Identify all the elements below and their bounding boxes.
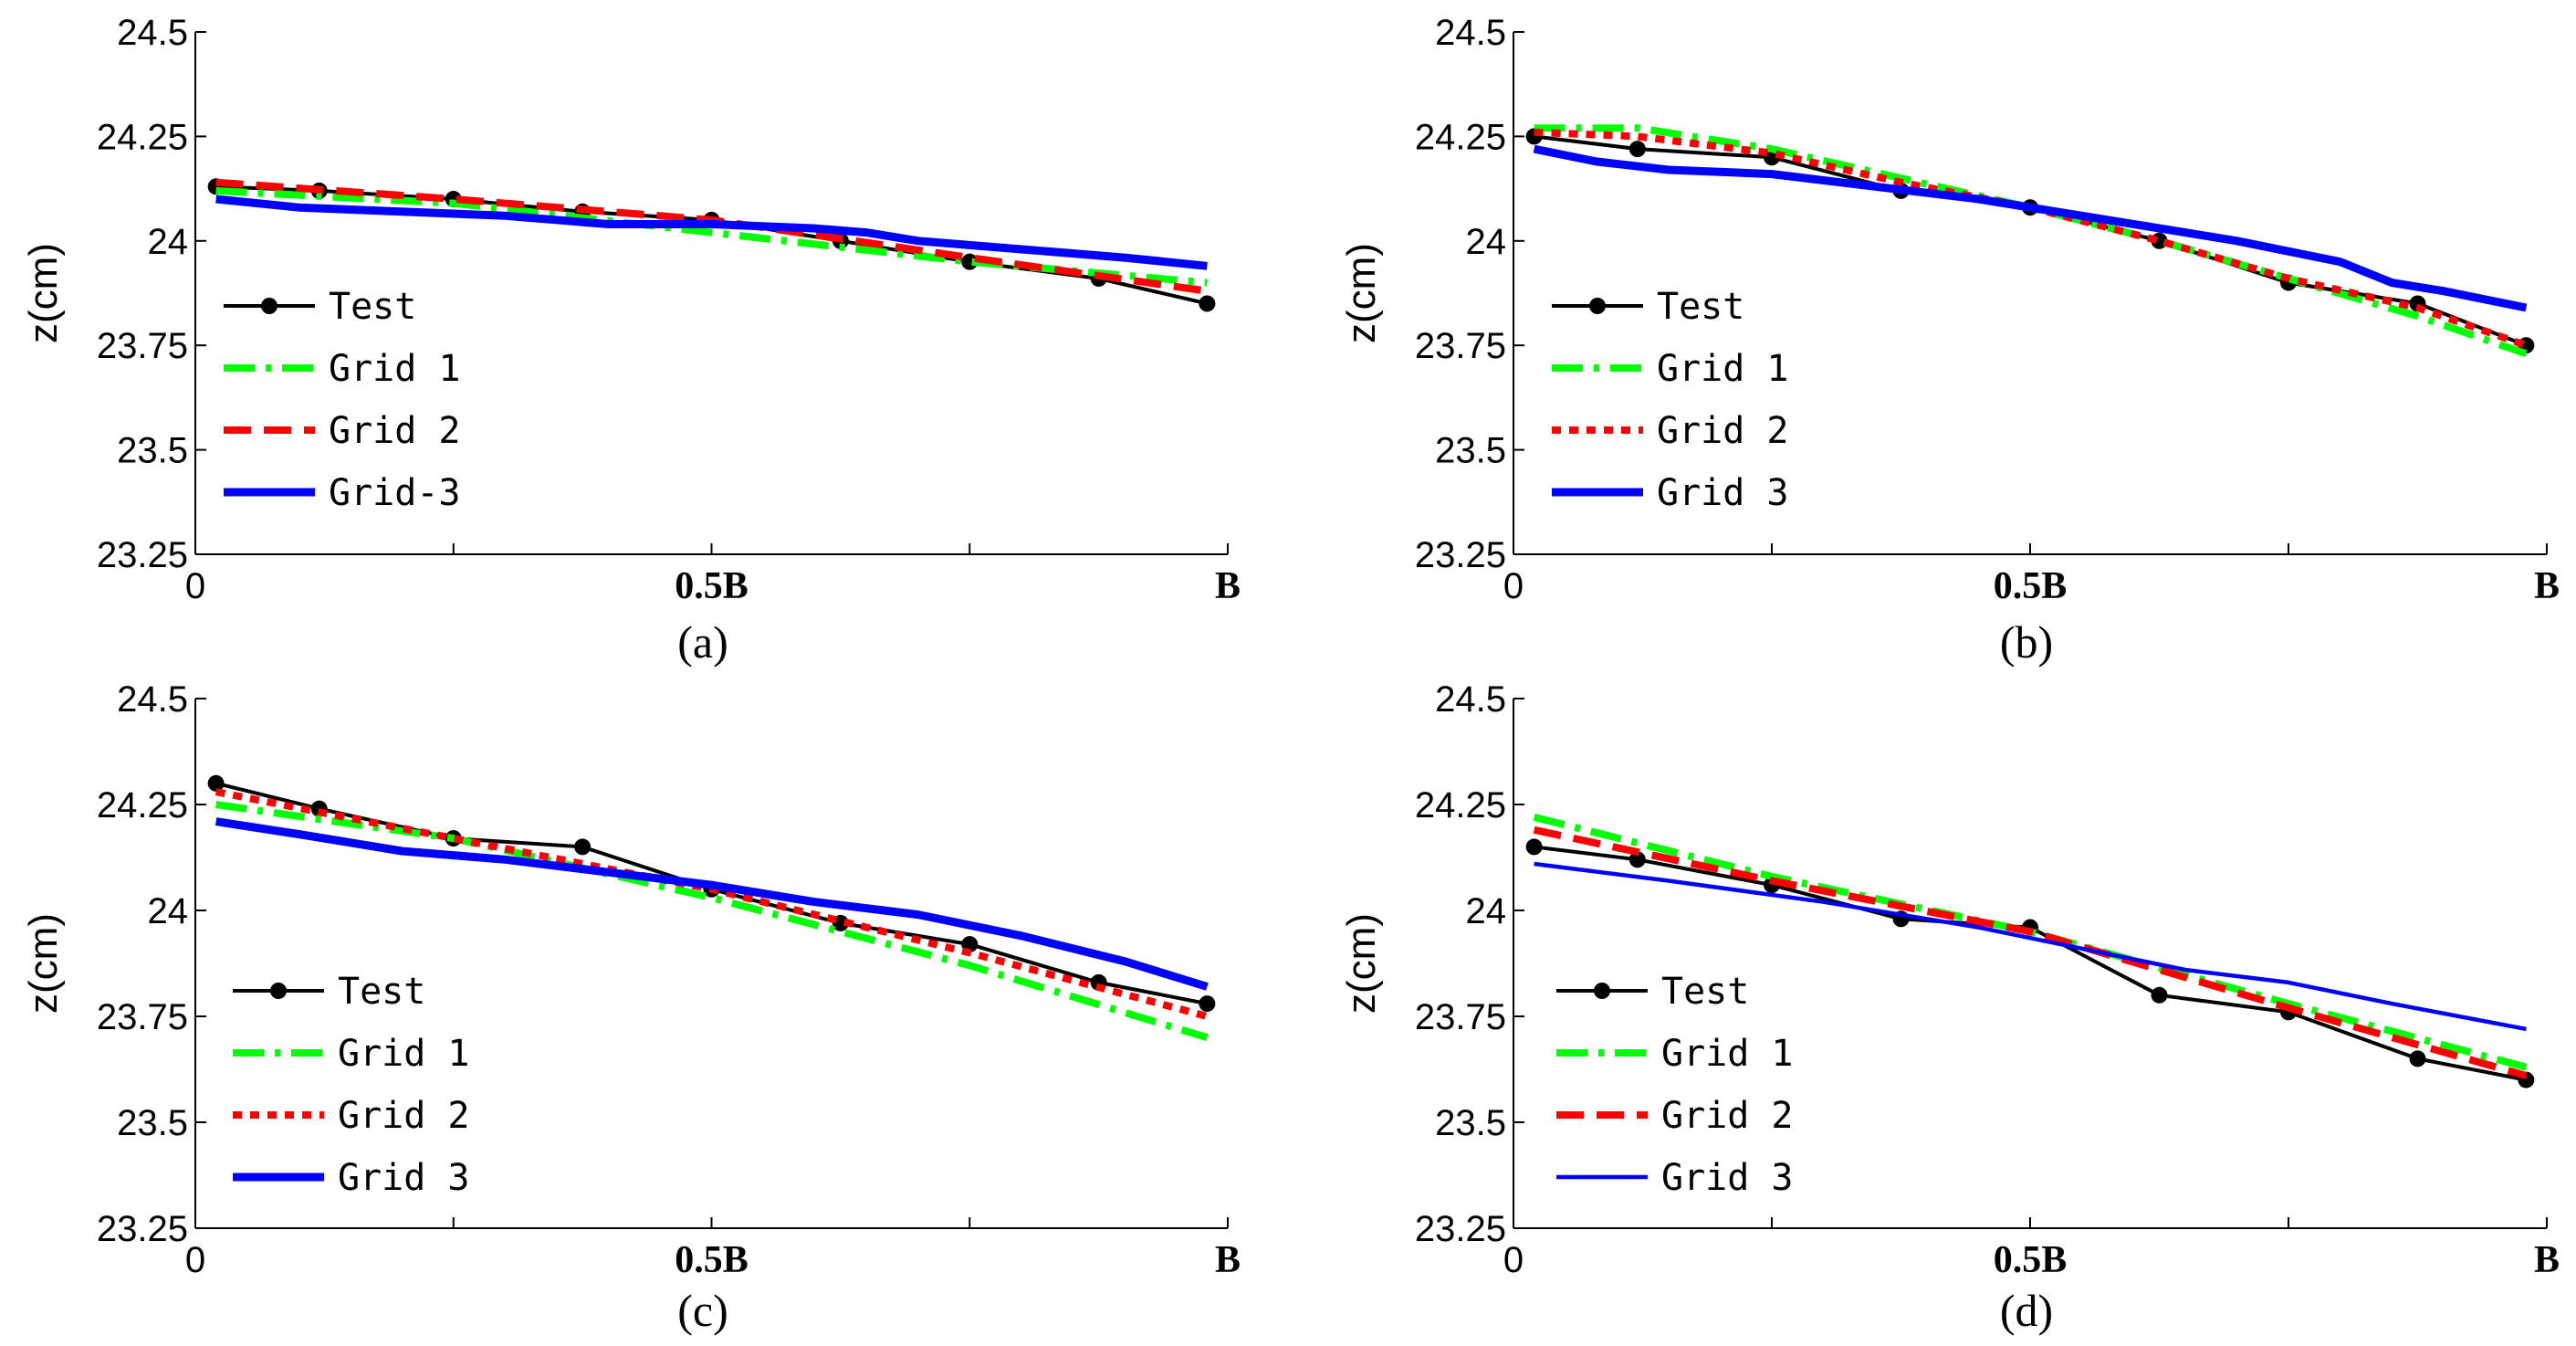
- legend-label-4: Grid 3: [338, 1157, 470, 1199]
- y-tick-label: 24.5: [1435, 13, 1506, 53]
- y-tick-label: 24.25: [97, 785, 188, 825]
- panel-label: (c): [677, 1285, 728, 1336]
- series-line-grid-1: [215, 186, 1208, 287]
- series-line-grid-3: [1534, 861, 2527, 1032]
- data-point-test: [961, 253, 979, 270]
- y-tick-label: 24: [148, 222, 189, 262]
- y-tick-label: 24.25: [1415, 117, 1506, 157]
- legend-label-3: Grid 2: [329, 410, 461, 452]
- y-tick-label: 24.5: [1435, 679, 1506, 720]
- series-line-grid-1: [1533, 814, 2528, 1071]
- data-point-test: [1628, 141, 1646, 158]
- y-tick-label: 24: [1466, 891, 1507, 931]
- x-tick-label: 0: [185, 1240, 205, 1280]
- panel-label: (a): [677, 616, 728, 668]
- legend-marker: [270, 983, 287, 999]
- y-tick-label: 23.25: [97, 1209, 188, 1249]
- legend-label-4: Grid 3: [1657, 472, 1789, 514]
- series-line-grid-3: [215, 817, 1209, 991]
- x-tick-label: 0.5B: [675, 565, 749, 607]
- panel-label: (d): [2000, 1285, 2053, 1336]
- y-tick-label: 23.75: [97, 326, 188, 366]
- y-tick-label: 23.5: [1435, 1103, 1506, 1143]
- y-tick-label: 24: [148, 891, 189, 931]
- y-tick-label: 24.5: [117, 13, 188, 53]
- data-point-test: [207, 774, 225, 792]
- legend-label-1: Test: [329, 286, 416, 328]
- y-tick-label: 24.25: [1415, 785, 1506, 825]
- data-point-test: [1525, 838, 1543, 856]
- y-tick-label: 23.75: [1415, 997, 1506, 1037]
- series-line-grid-1: [1534, 124, 2528, 358]
- legend-label-1: Test: [1657, 286, 1744, 328]
- chart-panel-2: 24.5 24.25 24 23.75 23.5 23.250 0.5B Bz(cm) Tes…: [1339, 13, 2560, 668]
- y-axis-label: z(cm): [1339, 243, 1384, 343]
- x-tick-label: 0.5B: [675, 1239, 749, 1281]
- legend-marker: [1594, 983, 1610, 999]
- data-point-test: [1628, 851, 1646, 868]
- panel-label: (b): [2000, 616, 2053, 668]
- data-point-test: [2151, 986, 2168, 1004]
- y-tick-label: 23.75: [97, 997, 188, 1037]
- data-point-test: [1199, 995, 1216, 1013]
- legend-label-1: Test: [1661, 971, 1749, 1013]
- series-line-grid-2: [215, 178, 1208, 295]
- y-tick-label: 23.5: [1435, 431, 1506, 471]
- x-tick-label: 0.5B: [1994, 1239, 2068, 1281]
- series-line-grid-2: [215, 788, 1209, 1020]
- series-line-grid-2: [1533, 825, 2528, 1079]
- y-axis-label: z(cm): [21, 913, 66, 1014]
- x-tick-label: 0.5B: [1994, 565, 2068, 607]
- chart-panel-3: 24.5 24.25 24 23.75 23.5 23.250 0.5B Bz(cm) Tes…: [21, 679, 1241, 1336]
- y-tick-label: 24.25: [97, 117, 188, 157]
- legend-label-3: Grid 2: [1661, 1095, 1794, 1137]
- x-tick-label: B: [2534, 565, 2560, 607]
- legend-label-2: Grid 1: [1657, 348, 1789, 390]
- legend-marker: [1589, 298, 1606, 314]
- chart-panel-4: 24.5 24.25 24 23.75 23.5 23.250 0.5B Bz(cm) Tes…: [1339, 679, 2560, 1336]
- y-axis-label: z(cm): [1339, 913, 1384, 1014]
- data-point-test: [2409, 1050, 2426, 1067]
- legend-label-4: Grid-3: [329, 472, 461, 514]
- x-tick-label: B: [2534, 1239, 2560, 1281]
- legend-label-1: Test: [338, 971, 425, 1013]
- y-tick-label: 23.5: [117, 431, 188, 471]
- series-line-grid-1: [215, 801, 1209, 1042]
- y-tick-label: 23.5: [117, 1103, 188, 1143]
- y-tick-label: 23.25: [97, 535, 188, 575]
- y-tick-label: 24.5: [117, 679, 188, 720]
- y-tick-label: 24: [1466, 222, 1507, 262]
- y-axis-label: z(cm): [21, 243, 66, 343]
- series-line-grid-3: [215, 195, 1208, 270]
- data-point-test: [574, 838, 592, 856]
- x-tick-label: 0: [1503, 1240, 1524, 1280]
- series-line-grid-3: [1533, 144, 2528, 312]
- legend-marker: [261, 298, 277, 314]
- y-tick-label: 23.75: [1415, 326, 1506, 366]
- legend-label-3: Grid 2: [338, 1095, 470, 1137]
- chart-panel-1: 24.5 24.25 24 23.75 23.5 23.250 0.5B Bz(cm) Tes…: [21, 13, 1241, 668]
- legend-label-2: Grid 1: [1661, 1033, 1794, 1075]
- legend-label-3: Grid 2: [1657, 410, 1789, 452]
- x-tick-label: B: [1215, 565, 1241, 607]
- data-point-test: [1199, 295, 1216, 312]
- legend-label-2: Grid 1: [338, 1033, 470, 1075]
- x-tick-label: 0: [185, 566, 205, 606]
- legend-label-4: Grid 3: [1661, 1157, 1794, 1199]
- legend-label-2: Grid 1: [329, 348, 461, 390]
- x-tick-label: 0: [1503, 566, 1524, 606]
- x-tick-label: B: [1215, 1239, 1241, 1281]
- y-tick-label: 23.25: [1415, 535, 1506, 575]
- y-tick-label: 23.25: [1415, 1209, 1506, 1249]
